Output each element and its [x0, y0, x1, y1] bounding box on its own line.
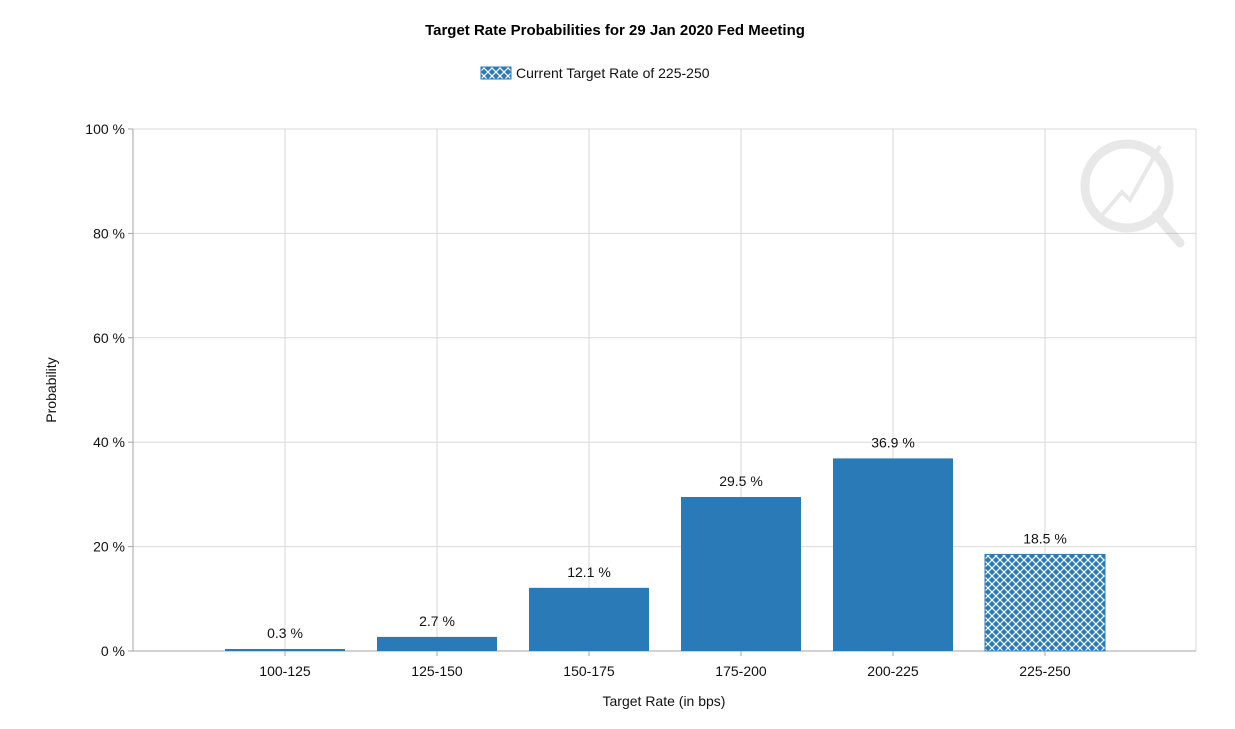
y-tick-label: 20 % — [93, 539, 125, 555]
x-axis-ticks: 100-125 125-150 150-175 175-200 200-225 225-2… — [259, 651, 1071, 679]
data-labels: 0.3 % 2.7 % 12.1 % 29.5 % 36.9 % 18.5 % — [267, 434, 1067, 641]
legend-label: Current Target Rate of 225-250 — [516, 65, 710, 81]
legend-swatch — [480, 66, 512, 80]
bar-225-250 — [984, 553, 1106, 652]
y-tick-label: 60 % — [93, 330, 125, 346]
bars — [225, 458, 1106, 652]
bar-125-150 — [377, 636, 497, 651]
bar-100-125 — [225, 649, 345, 651]
x-tick-label-150-175: 150-175 — [563, 663, 615, 679]
watermark-logo — [1080, 139, 1185, 248]
data-label-125-150: 2.7 % — [419, 613, 455, 629]
x-tick-label-175-200: 175-200 — [715, 663, 767, 679]
x-tick-label-225-250: 225-250 — [1019, 663, 1071, 679]
x-tick-label-200-225: 200-225 — [867, 663, 919, 679]
bar-175-200 — [681, 497, 801, 651]
data-label-200-225: 36.9 % — [871, 434, 915, 450]
y-tick-label: 0 % — [101, 643, 125, 659]
data-label-150-175: 12.1 % — [567, 564, 611, 580]
data-label-175-200: 29.5 % — [719, 473, 763, 489]
y-tick-label: 40 % — [93, 434, 125, 450]
gridlines — [133, 128, 1197, 651]
x-tick-label-125-150: 125-150 — [411, 663, 463, 679]
legend: Current Target Rate of 225-250 — [480, 65, 710, 81]
data-label-225-250: 18.5 % — [1023, 530, 1067, 546]
chart-title: Target Rate Probabilities for 29 Jan 202… — [425, 22, 805, 39]
bar-150-175 — [529, 587, 649, 651]
y-axis-label: Probability — [43, 357, 59, 422]
y-tick-label: 100 % — [85, 121, 125, 137]
bar-200-225 — [833, 458, 953, 651]
y-tick-label: 80 % — [93, 225, 125, 241]
x-tick-label-100-125: 100-125 — [259, 663, 311, 679]
x-axis-label: Target Rate (in bps) — [603, 693, 726, 709]
y-axis-ticks: 0 % 20 % 40 % 60 % 80 % 100 % — [85, 121, 133, 659]
data-label-100-125: 0.3 % — [267, 625, 303, 641]
